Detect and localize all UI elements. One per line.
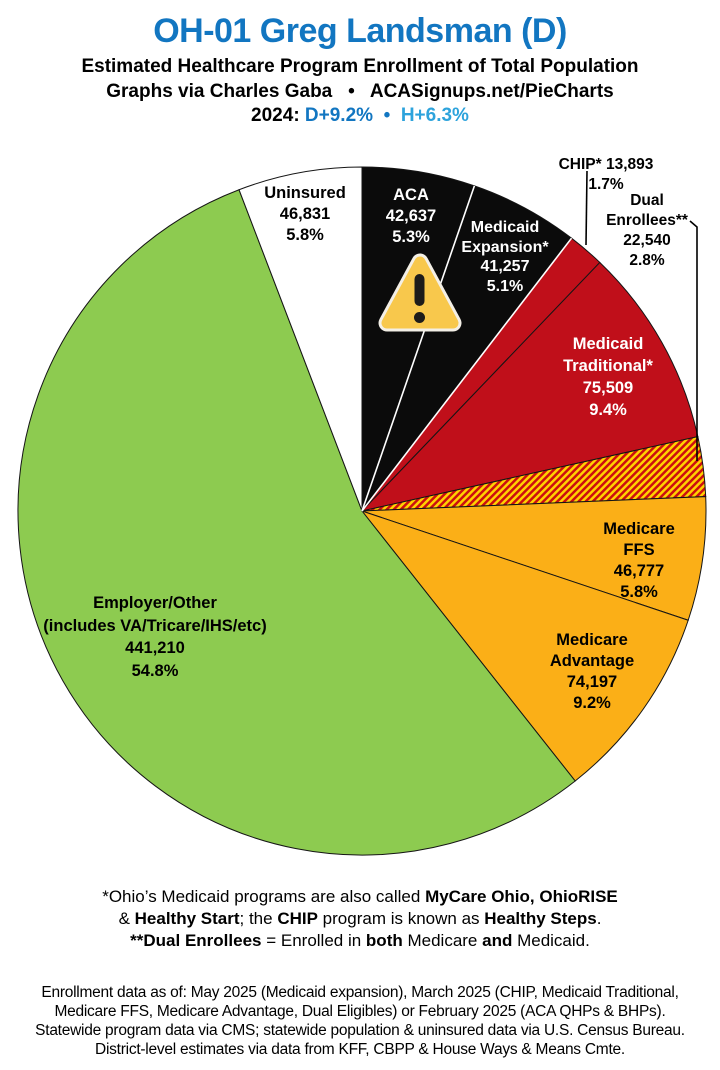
white-separator-line — [361, 237, 573, 512]
label-line: (includes VA/Tricare/IHS/etc) — [43, 616, 267, 635]
label-line: 41,257 — [480, 258, 530, 275]
page-title: OH-01 Greg Landsman (D) — [153, 12, 567, 50]
slice-uninsured — [238, 166, 363, 512]
label-line: 5.8% — [286, 226, 324, 244]
label-line: Medicare FFS — [603, 520, 675, 559]
label-employer-other: Employer/Other (includes VA/Tricare/IHS/e… — [43, 592, 266, 682]
label-medicare-advantage: Medicare Advantage 74,197 9.2% — [550, 630, 634, 714]
label-chip: CHIP* 13,893 1.7% — [549, 155, 663, 195]
text-segment: and — [482, 931, 513, 950]
label-line: Dual Enrollees** — [606, 192, 688, 229]
text-segment: MyCare Ohio, OhioRISE — [425, 887, 618, 906]
label-line: CHIP* 13,893 1.7% — [558, 156, 654, 193]
label-line: Traditional* — [563, 357, 653, 375]
slice-employer-other — [17, 189, 576, 856]
text-segment: • — [373, 105, 401, 126]
label-line: Medicaid — [470, 219, 540, 236]
label-line: 9.2% — [573, 694, 611, 712]
label-medicare-ffs: Medicare FFS 46,777 5.8% — [599, 519, 680, 603]
label-dual-enrollees: Dual Enrollees** 22,540 2.8% — [606, 191, 688, 271]
footnote-dual-definition: **Dual Enrollees = Enrolled in both Medi… — [0, 930, 720, 953]
text-segment: 2024: — [251, 105, 305, 126]
text-segment: Healthy Steps — [484, 909, 597, 928]
source-note-line-3: Statewide program data via CMS; statewid… — [35, 1022, 685, 1039]
label-line: 75,509 — [582, 379, 634, 397]
label-line: 5.8% — [620, 583, 658, 601]
text-segment: *Ohio’s Medicaid programs are also calle… — [102, 887, 426, 906]
text-segment: H+6.3% — [400, 105, 469, 126]
text-segment: **Dual Enrollees — [130, 931, 262, 950]
subtitle: Estimated Healthcare Program Enrollment … — [81, 56, 639, 77]
label-line: 5.1% — [486, 277, 524, 295]
text-segment: Healthy Start — [134, 909, 240, 928]
label-line: 9.4% — [589, 401, 627, 419]
slice-medicare-advantage — [360, 509, 689, 782]
white-separator-line — [361, 185, 476, 512]
label-line: 42,637 — [385, 207, 437, 225]
footnote-chip-name: & Healthy Start; the CHIP program is kno… — [0, 908, 720, 931]
text-segment: ; the — [239, 909, 278, 928]
warning-icon — [378, 253, 462, 332]
text-segment: both — [365, 931, 403, 950]
text-segment: Medicaid. — [512, 931, 590, 950]
label-medicaid-expansion: Medicaid Expansion* 41,257 5.1% — [461, 218, 548, 296]
label-line: Uninsured — [264, 184, 346, 202]
label-line: 22,540 2.8% — [623, 232, 671, 269]
text-segment: . — [596, 909, 602, 928]
label-line: Medicaid — [572, 335, 644, 353]
label-medicaid-traditional: Medicaid Traditional* 75,509 9.4% — [563, 333, 653, 421]
text-segment: & — [118, 909, 135, 928]
text-segment: program is known as — [317, 909, 485, 928]
dual-enrollees-leader-line — [689, 220, 698, 461]
label-line: 54.8% — [131, 661, 179, 680]
label-aca: ACA 42,637 5.3% — [386, 185, 436, 248]
label-line: 46,777 — [613, 562, 665, 580]
label-line: Employer/Other — [93, 594, 217, 612]
slice-medicare-ffs — [361, 496, 707, 621]
label-line: ACA — [393, 186, 429, 204]
source-note-line-2: Medicare FFS, Medicare Advantage, Dual E… — [54, 1003, 666, 1020]
byline: Graphs via Charles Gaba • ACASignups.net… — [106, 81, 614, 102]
slice-medicaid-traditional — [360, 261, 699, 512]
text-segment: = Enrolled in — [261, 931, 366, 950]
label-line: 5.3% — [392, 228, 430, 246]
text-segment: CHIP — [277, 909, 318, 928]
source-note-line-4: District-level estimates via data from K… — [95, 1041, 625, 1058]
label-line: Medicare — [556, 631, 628, 649]
pie-white-separators — [361, 185, 573, 512]
text-segment: Medicare — [402, 931, 483, 950]
label-line: Expansion* — [461, 238, 549, 256]
label-line: 441,210 — [125, 639, 185, 657]
partisan-lean-line: 2024: D+9.2% • H+6.3% — [0, 105, 720, 127]
text-segment: D+9.2% — [304, 105, 374, 126]
source-note-line-1: Enrollment data as of: May 2025 (Medicai… — [41, 984, 679, 1001]
label-uninsured: Uninsured 46,831 5.8% — [264, 183, 346, 246]
label-line: 74,197 — [566, 673, 618, 691]
label-line: 46,831 — [279, 205, 331, 223]
label-line: Advantage — [549, 652, 635, 670]
footnote-medicaid-names: *Ohio’s Medicaid programs are also calle… — [0, 886, 720, 909]
chip-leader-line — [585, 170, 588, 246]
